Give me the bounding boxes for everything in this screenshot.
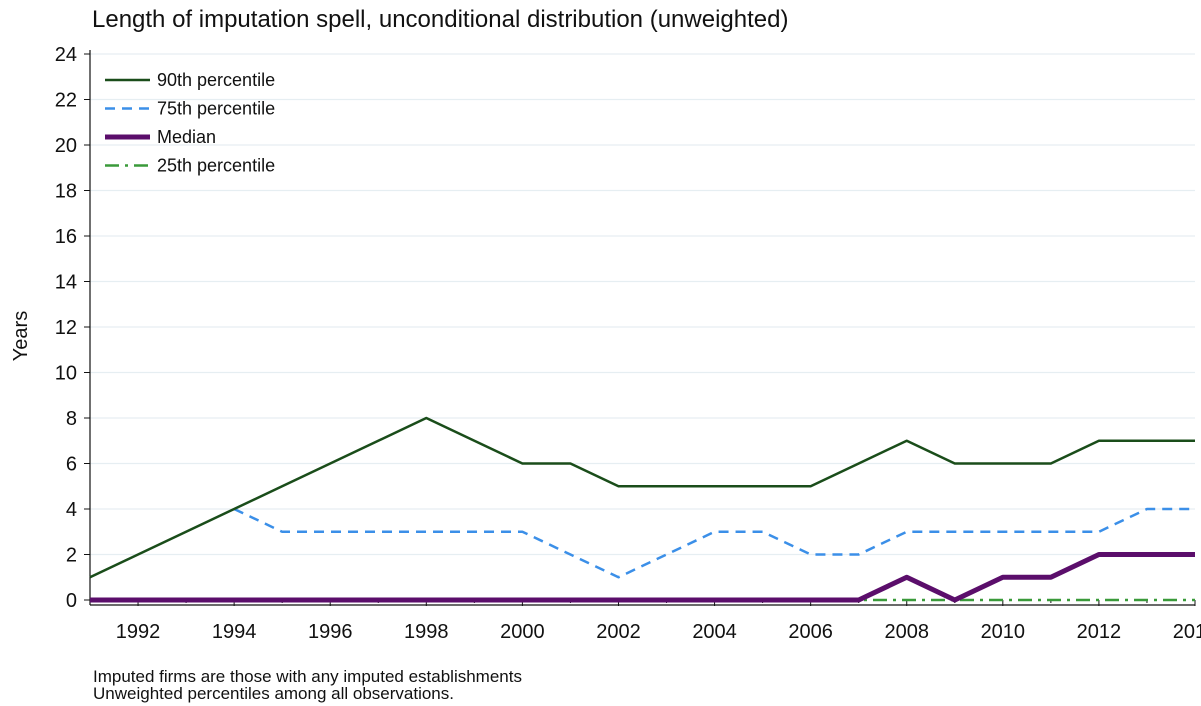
gridlines [90, 53, 1195, 556]
x-tick-label: 2014 [1173, 621, 1201, 643]
series-lines [89, 416, 1195, 603]
y-tick-label: 20 [55, 135, 77, 157]
y-tick-label: 4 [66, 499, 77, 521]
legend: 90th percentile 75th percentile Median 25th… [105, 70, 275, 176]
x-tick-label: 2000 [500, 621, 545, 643]
y-tick-label: 14 [55, 272, 77, 294]
x-tick-label: 2002 [596, 621, 641, 643]
x-tick-label: 1998 [404, 621, 449, 643]
chart-title: Length of imputation spell, unconditiona… [92, 6, 789, 33]
y-tick-label: 16 [55, 226, 77, 248]
y-tick-label: 12 [55, 317, 77, 339]
y-tick-label: 24 [55, 44, 77, 66]
note-line: Unweighted percentiles among all observa… [93, 684, 454, 703]
x-tick-label: 1994 [212, 621, 257, 643]
x-tick-label: 2010 [981, 621, 1026, 643]
y-tick-label: 6 [66, 454, 77, 476]
y-tick-label: 10 [55, 363, 77, 385]
chart-notes: Imputed firms are those with any imputed… [93, 668, 522, 702]
legend-label: 75th percentile [157, 99, 275, 119]
y-tick-label: 18 [55, 181, 77, 203]
y-tick-label: 2 [66, 545, 77, 567]
y-tick-label: 22 [55, 90, 77, 112]
series-line-median [90, 552, 1195, 603]
series-line-90th-percentile [89, 416, 1195, 579]
y-axis-title: Years [10, 311, 32, 361]
x-tick-label: 2004 [692, 621, 737, 643]
x-tick-label: 2012 [1077, 621, 1122, 643]
x-tick-label: 2006 [788, 621, 833, 643]
y-tick-label: 0 [66, 590, 77, 612]
legend-label: Median [157, 127, 216, 147]
x-tick-label: 2008 [884, 621, 929, 643]
legend-label: 90th percentile [157, 70, 275, 90]
x-tick-label: 1996 [308, 621, 353, 643]
x-tick-label: 1992 [116, 621, 161, 643]
legend-label: 25th percentile [157, 156, 275, 176]
note-line: Imputed firms are those with any imputed… [93, 667, 522, 686]
series-line-75th-percentile [233, 507, 1195, 579]
y-tick-label: 8 [66, 408, 77, 430]
